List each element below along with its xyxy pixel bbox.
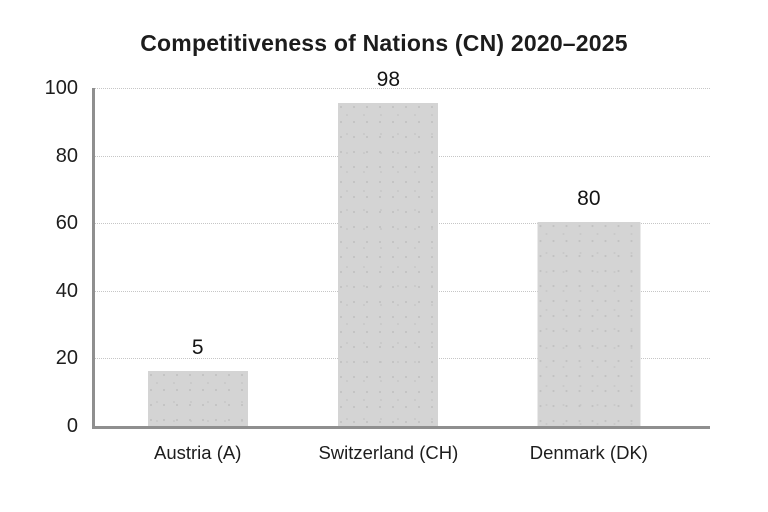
category-label-denmark-dk: Denmark (DK) — [529, 442, 648, 463]
value-label-denmark-dk: 80 — [577, 187, 601, 211]
chart-title: Competitiveness of Nations (CN) 2020–202… — [140, 30, 628, 56]
plot-area: 5 98 80 — [92, 69, 710, 429]
bar-denmark-dk — [537, 222, 641, 426]
y-tick-label-60: 60 — [55, 212, 78, 235]
bar-switzerland-ch — [338, 103, 439, 426]
y-tick-label-20: 20 — [55, 347, 78, 370]
y-tick-label-80: 80 — [55, 144, 78, 167]
y-tick-label-0: 0 — [66, 415, 78, 437]
category-label-austria-a: Austria (A) — [154, 442, 242, 463]
value-label-switzerland-ch: 98 — [376, 68, 401, 92]
y-tick-label-100: 100 — [44, 77, 78, 99]
gridline-y-100 — [95, 88, 710, 89]
value-label-austria-a: 5 — [191, 335, 204, 359]
category-label-switzerland-ch: Switzerland (CH) — [318, 442, 459, 463]
bar-austria-a — [147, 370, 248, 426]
y-tick-label-40: 40 — [55, 279, 78, 302]
